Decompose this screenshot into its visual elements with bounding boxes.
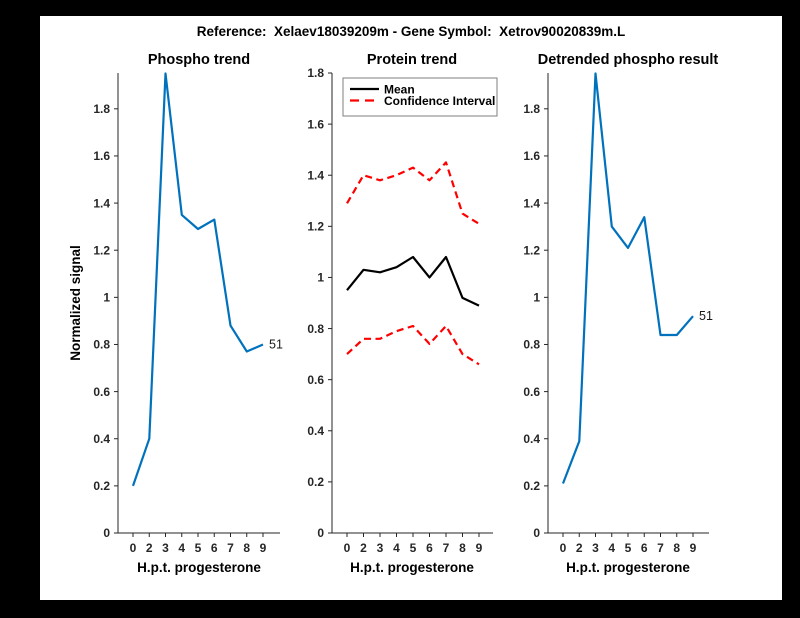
x-tick-label: 6 bbox=[426, 541, 433, 555]
x-tick-label: 9 bbox=[476, 541, 483, 555]
y-tick-label: 1.6 bbox=[523, 149, 540, 163]
plot-layer: 00.20.40.60.811.21.41.61.80 2 3 4 5 6 7 8 951 bbox=[523, 72, 713, 555]
x-tick-label: 9 bbox=[690, 541, 697, 555]
y-tick-label: 1.4 bbox=[93, 196, 110, 210]
axis-line bbox=[117, 73, 280, 534]
x-axis-label: H.p.t. progesterone bbox=[566, 560, 690, 575]
y-tick-label: 1 bbox=[533, 291, 540, 305]
axis-line bbox=[547, 73, 709, 534]
figure-title: Reference: Xelaev18039209m - Gene Symbol… bbox=[197, 24, 626, 39]
y-tick-label: 0.6 bbox=[307, 373, 324, 387]
y-tick-label: 1 bbox=[317, 271, 324, 285]
x-axis-label: H.p.t. progesterone bbox=[137, 560, 261, 575]
x-tick-label: 0 bbox=[560, 541, 567, 555]
x-tick-label: 4 bbox=[393, 541, 400, 555]
legend-label-confidence-interval: Confidence Interval bbox=[384, 94, 495, 108]
y-tick-label: 0 bbox=[533, 526, 540, 540]
x-tick-label: 5 bbox=[195, 541, 202, 555]
y-tick-label: 1.4 bbox=[307, 168, 324, 182]
plot-layer: 00.20.40.60.811.21.41.61.80 2 3 4 5 6 7 8 951 bbox=[93, 72, 283, 555]
y-tick-label: 1 bbox=[103, 291, 110, 305]
y-tick-label: 1.8 bbox=[523, 102, 540, 116]
x-tick-label: 8 bbox=[459, 541, 466, 555]
legend-label-mean: Mean bbox=[384, 83, 415, 97]
subplot-detrended-phospho-result: 00.20.40.60.811.21.41.61.80 2 3 4 5 6 7 8 951 De… bbox=[523, 52, 718, 575]
y-tick-label: 0 bbox=[317, 526, 324, 540]
x-tick-label: 9 bbox=[260, 541, 267, 555]
x-tick-label: 2 bbox=[360, 541, 367, 555]
x-tick-label: 4 bbox=[178, 541, 185, 555]
y-tick-label: 0.6 bbox=[523, 385, 540, 399]
x-tick-label: 5 bbox=[625, 541, 632, 555]
series-confidence-upper bbox=[346, 161, 480, 225]
y-tick-label: 1.6 bbox=[93, 149, 110, 163]
series-phospho-signal bbox=[131, 72, 264, 487]
figure-svg: Reference: Xelaev18039209m - Gene Symbol… bbox=[68, 24, 718, 575]
x-tick-label: 3 bbox=[592, 541, 599, 555]
x-tick-label: 8 bbox=[673, 541, 680, 555]
y-tick-label: 0.8 bbox=[93, 338, 110, 352]
x-tick-label: 2 bbox=[576, 541, 583, 555]
y-tick-label: 0 bbox=[103, 526, 110, 540]
plot-layer: 00.20.40.60.811.21.41.61.80 2 3 4 5 6 7 8 9 bbox=[307, 66, 493, 555]
x-tick-label: 6 bbox=[641, 541, 648, 555]
y-tick-label: 0.4 bbox=[307, 424, 324, 438]
subplot-title: Protein trend bbox=[367, 52, 457, 68]
legend-box bbox=[342, 77, 498, 117]
legend: Mean Confidence Interval bbox=[342, 77, 498, 117]
x-tick-label: 6 bbox=[211, 541, 218, 555]
x-tick-label: 2 bbox=[146, 541, 153, 555]
y-tick-label: 1.8 bbox=[307, 66, 324, 80]
y-tick-label: 0.8 bbox=[523, 338, 540, 352]
y-tick-label: 1.2 bbox=[93, 243, 110, 257]
y-tick-label: 1.6 bbox=[307, 117, 324, 131]
figure-canvas: Reference: Xelaev18039209m - Gene Symbol… bbox=[40, 16, 782, 600]
x-tick-label: 7 bbox=[657, 541, 664, 555]
y-tick-label: 0.2 bbox=[93, 479, 110, 493]
y-tick-label: 1.2 bbox=[523, 243, 540, 257]
x-tick-label: 3 bbox=[162, 541, 169, 555]
y-tick-label: 0.4 bbox=[93, 432, 110, 446]
subplot-title: Phospho trend bbox=[148, 52, 250, 68]
y-tick-label: 0.2 bbox=[523, 479, 540, 493]
y-tick-label: 1.4 bbox=[523, 196, 540, 210]
y-tick-label: 0.2 bbox=[307, 475, 324, 489]
x-tick-label: 0 bbox=[344, 541, 351, 555]
end-annotation: 51 bbox=[699, 309, 713, 323]
x-tick-label: 7 bbox=[443, 541, 450, 555]
series-mean bbox=[346, 255, 480, 307]
y-tick-label: 0.4 bbox=[523, 432, 540, 446]
x-tick-label: 8 bbox=[243, 541, 250, 555]
x-tick-label: 7 bbox=[227, 541, 234, 555]
y-tick-label: 1.2 bbox=[307, 220, 324, 234]
y-tick-label: 1.8 bbox=[93, 102, 110, 116]
series-detrended-signal bbox=[561, 72, 694, 484]
end-annotation: 51 bbox=[269, 337, 283, 351]
x-tick-label: 4 bbox=[608, 541, 615, 555]
y-tick-label: 0.8 bbox=[307, 322, 324, 336]
x-tick-label: 3 bbox=[377, 541, 384, 555]
y-tick-label: 0.6 bbox=[93, 385, 110, 399]
x-tick-label: 5 bbox=[410, 541, 417, 555]
y-axis-label: Normalized signal bbox=[68, 245, 83, 361]
subplot-protein-trend: 00.20.40.60.811.21.41.61.80 2 3 4 5 6 7 8 9 Prot… bbox=[307, 52, 498, 575]
subplot-title: Detrended phospho result bbox=[538, 52, 719, 68]
x-tick-label: 0 bbox=[130, 541, 137, 555]
series-confidence-lower bbox=[346, 324, 480, 366]
subplot-phospho-trend: 00.20.40.60.811.21.41.61.80 2 3 4 5 6 7 8 951 Ph… bbox=[68, 52, 283, 575]
axis-line bbox=[331, 73, 493, 534]
x-axis-label: H.p.t. progesterone bbox=[350, 560, 474, 575]
